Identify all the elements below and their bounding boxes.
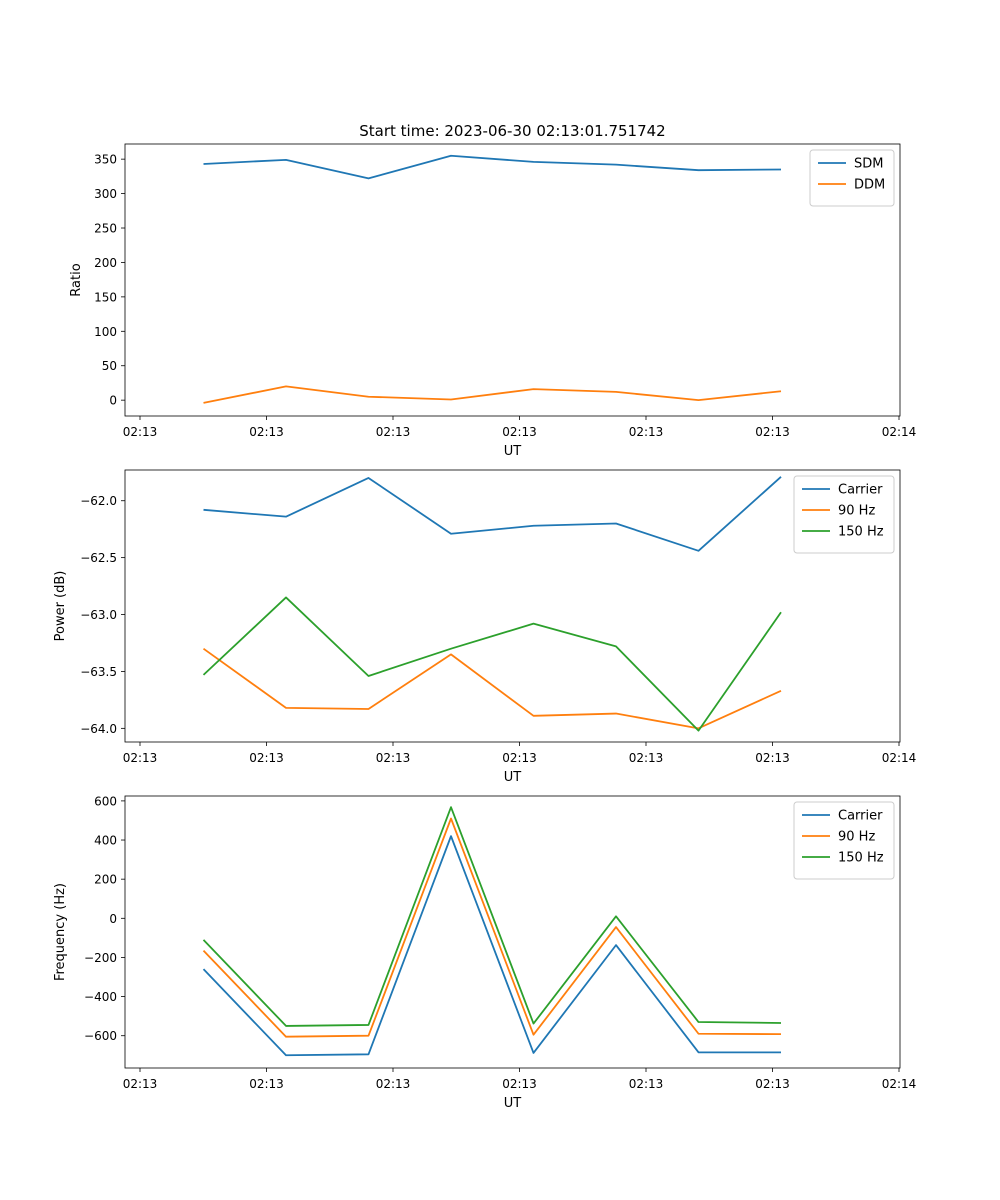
y-tick-label: 600	[94, 794, 117, 808]
x-tick-label: 02:13	[755, 1077, 790, 1091]
legend: Carrier 90 Hz 150 Hz	[793, 801, 895, 880]
chart-panel-1: 02:13 02:13 02:13 02:13 02:13 02:13 02:14 0 50 10…	[69, 143, 917, 459]
y-tick-label: −600	[84, 1029, 117, 1043]
y-tick-label: 150	[94, 290, 117, 304]
x-tick-label: 02:14	[882, 1077, 917, 1091]
x-tick-label: 02:13	[629, 425, 664, 439]
x-tick-label: 02:13	[502, 1077, 537, 1091]
x-tick-label: 02:13	[249, 1077, 284, 1091]
x-tick-label: 02:13	[376, 751, 411, 765]
series-line-sdm	[203, 154, 782, 180]
y-tick-label: 100	[94, 325, 117, 339]
figure-title: Start time: 2023-06-30 02:13:01.751742	[359, 122, 665, 140]
axes-frame	[124, 469, 901, 743]
x-tick-label: 02:13	[755, 425, 790, 439]
x-tick-label: 02:13	[755, 751, 790, 765]
x-tick-label: 02:13	[123, 751, 158, 765]
y-tick-label: −400	[84, 990, 117, 1004]
x-tick-label: 02:13	[249, 751, 284, 765]
y-tick-label: 0	[109, 394, 117, 408]
legend-label: 90 Hz	[838, 830, 875, 845]
chart-panel-3: 02:13 02:13 02:13 02:13 02:13 02:13 02:14 −600 −…	[53, 794, 916, 1111]
legend-label: 150 Hz	[838, 525, 884, 540]
chart-panel-2: 02:13 02:13 02:13 02:13 02:13 02:13 02:14 −64.0…	[53, 469, 917, 785]
y-tick-label: 0	[109, 912, 117, 926]
x-tick-label: 02:13	[502, 751, 537, 765]
x-tick-label: 02:13	[629, 751, 664, 765]
series-line-90-hz	[202, 647, 782, 730]
y-tick-label: 200	[94, 873, 117, 887]
y-tick-label: 50	[102, 359, 117, 373]
y-tick-label: 200	[94, 256, 117, 270]
legend-box	[793, 475, 895, 554]
y-axis-label: Frequency (Hz)	[53, 883, 68, 981]
axes-frame	[124, 795, 901, 1069]
legend-label: 150 Hz	[838, 851, 884, 866]
legend-label: SDM	[854, 157, 883, 172]
legend-label: 90 Hz	[838, 504, 875, 519]
x-tick-label: 02:13	[123, 425, 158, 439]
x-tick-label: 02:14	[882, 425, 917, 439]
legend-box	[809, 149, 895, 207]
series-line-150-hz	[202, 806, 782, 1027]
y-tick-label: −62.5	[80, 551, 117, 565]
x-tick-label: 02:13	[123, 1077, 158, 1091]
series-line-ddm	[203, 385, 782, 404]
legend-box	[793, 801, 895, 880]
x-tick-label: 02:13	[502, 425, 537, 439]
y-tick-label: −62.0	[80, 494, 117, 508]
series-line-90-hz	[202, 817, 782, 1038]
x-axis-label: UT	[504, 770, 522, 785]
y-tick-label: −64.0	[80, 722, 117, 736]
y-tick-label: −200	[84, 951, 117, 965]
y-axis-label: Power (dB)	[53, 571, 68, 642]
y-axis-label: Ratio	[69, 263, 84, 296]
legend-label: DDM	[854, 178, 885, 193]
y-tick-label: −63.5	[80, 665, 117, 679]
series-line-carrier	[203, 476, 782, 552]
y-tick-label: 300	[94, 187, 117, 201]
y-tick-label: 250	[94, 222, 117, 236]
y-tick-label: 350	[94, 153, 117, 167]
legend-label: Carrier	[838, 483, 883, 498]
x-tick-label: 02:13	[249, 425, 284, 439]
x-axis-label: UT	[504, 444, 522, 459]
x-tick-label: 02:14	[882, 751, 917, 765]
legend: SDM DDM	[809, 149, 895, 207]
x-tick-label: 02:13	[629, 1077, 664, 1091]
legend-label: Carrier	[838, 809, 883, 824]
series-line-carrier	[202, 835, 781, 1057]
x-axis-label: UT	[504, 1096, 522, 1111]
legend: Carrier 90 Hz 150 Hz	[793, 475, 895, 554]
y-tick-label: −63.0	[80, 608, 117, 622]
x-tick-label: 02:13	[376, 1077, 411, 1091]
x-tick-label: 02:13	[376, 425, 411, 439]
axes-frame	[124, 143, 901, 417]
series-line-150-hz	[202, 596, 782, 732]
y-tick-label: 400	[94, 834, 117, 848]
